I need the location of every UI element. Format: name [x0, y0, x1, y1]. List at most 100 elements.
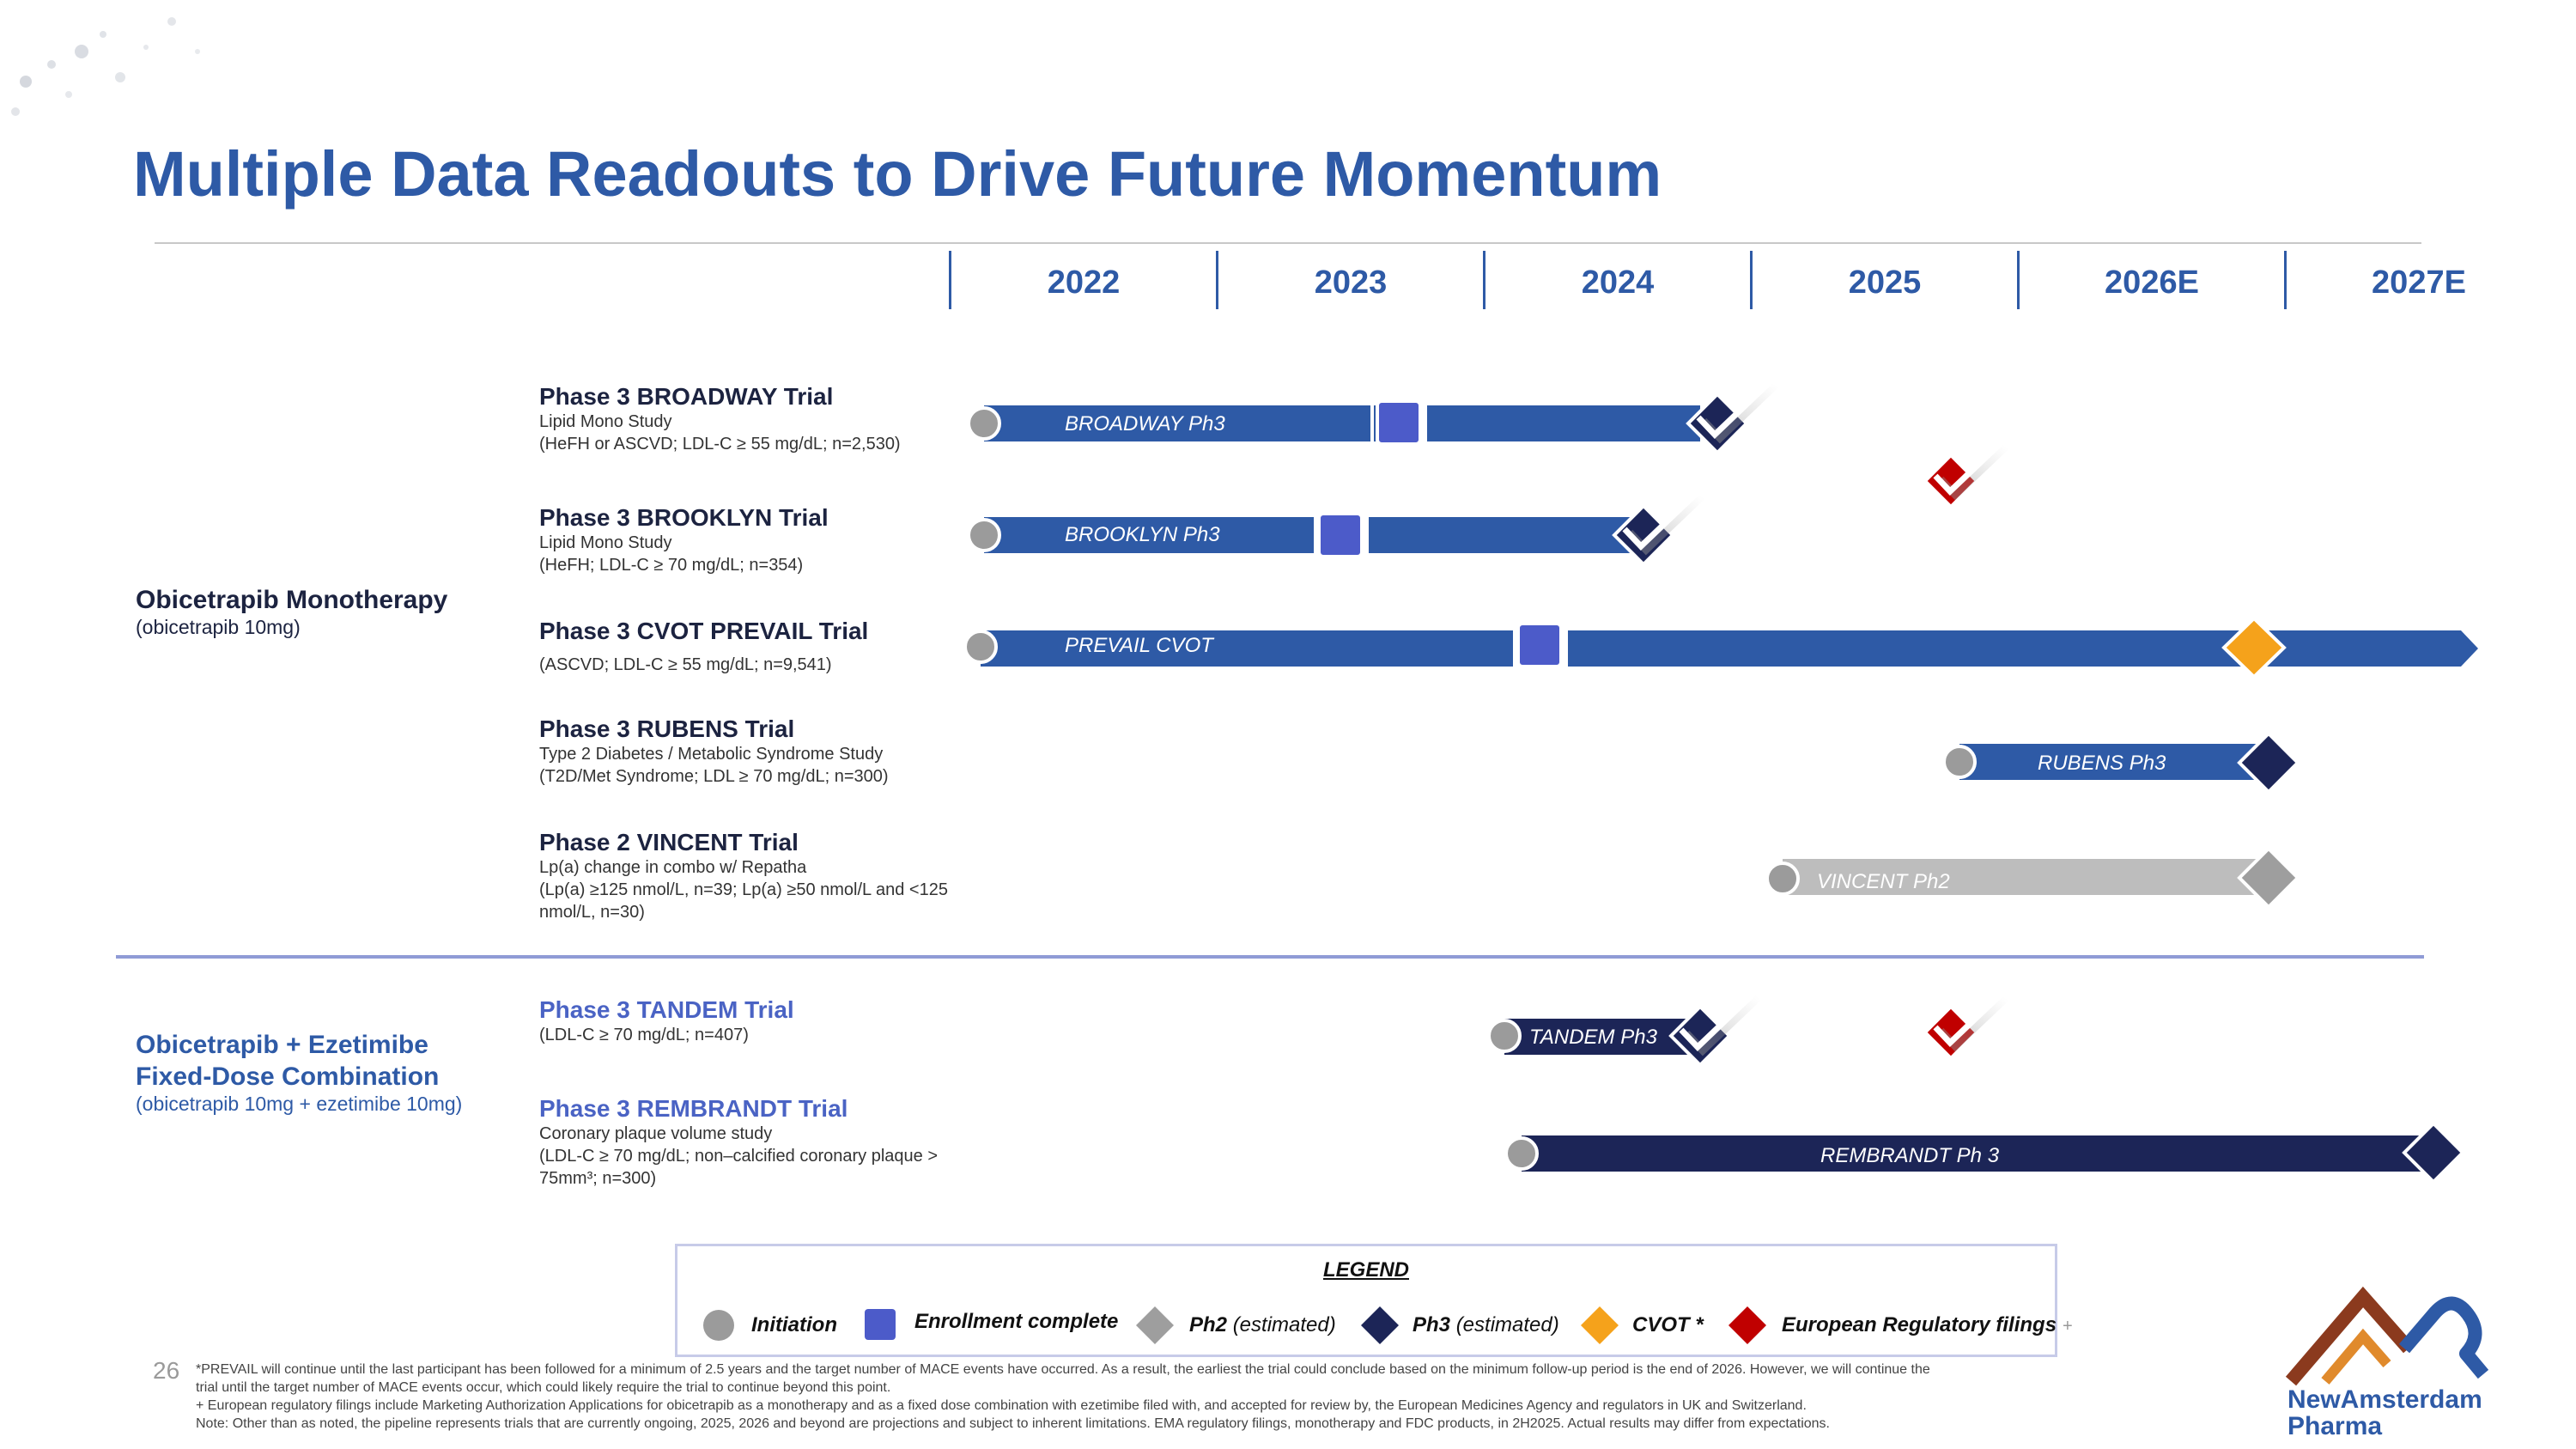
cvot-marker	[2221, 616, 2287, 679]
ph3-checked-marker	[1612, 490, 1705, 567]
legend-symbols	[703, 1306, 1766, 1344]
year-label: 2027E	[2372, 265, 2466, 301]
group-title-line2: Fixed-Dose Combination	[136, 1062, 440, 1091]
year-separator	[2284, 251, 2287, 309]
group-title-line1: Obicetrapib + Ezetimibe	[136, 1031, 428, 1059]
year-separator	[1750, 251, 1753, 309]
group-monotherapy: Obicetrapib Monotherapy (obicetrapib 10m…	[136, 584, 447, 639]
year-label: 2025	[1848, 265, 1922, 301]
initiation-marker	[1942, 745, 1977, 779]
bar-prevail	[981, 630, 1513, 667]
trial-rubens: Phase 3 RUBENS Trial Type 2 Diabetes / M…	[539, 715, 1243, 788]
legend-cvot-icon	[1581, 1306, 1619, 1344]
trial-desc: (LDL-C ≥ 70 mg/dL; n=407)	[539, 1026, 749, 1044]
bar-label-prevail: PREVAIL CVOT	[1065, 634, 1213, 657]
bar-tandem	[1504, 1019, 1695, 1055]
trial-desc: Lp(a) change in combo w/ Repatha	[539, 858, 807, 877]
bar-brooklyn-segment	[1369, 517, 1630, 553]
trial-broadway: Phase 3 BROADWAY Trial Lipid Mono Study …	[539, 383, 1243, 455]
legend-plus: +	[2062, 1317, 2073, 1336]
legend-ph2-icon	[1136, 1306, 1174, 1344]
initiation-marker	[963, 630, 998, 664]
logo-line1: NewAmsterdam	[2287, 1385, 2482, 1414]
year-separator	[2017, 251, 2020, 309]
group-title: Obicetrapib Monotherapy	[136, 586, 448, 614]
year-label: 2026E	[2105, 265, 2199, 301]
footnote-line: *PREVAIL will continue until the last pa…	[196, 1362, 1930, 1377]
enrollment-marker	[1376, 399, 1422, 446]
trial-desc: Lipid Mono Study	[539, 412, 672, 431]
trial-desc: (LDL-C ≥ 70 mg/dL; non–calcified coronar…	[539, 1147, 939, 1188]
footnote-line: Note: Other than as noted, the pipeline …	[196, 1416, 1830, 1431]
ph3-checked-marker	[1668, 991, 1762, 1068]
year-separator	[949, 251, 951, 309]
trial-rembrandt: Phase 3 REMBRANDT Trial Coronary plaque …	[539, 1095, 1243, 1190]
ph3-checked-marker	[1686, 379, 1779, 455]
trial-desc: (Lp(a) ≥125 nmol/L, n=39; Lp(a) ≥50 nmol…	[539, 880, 948, 922]
bar-rembrandt	[1522, 1135, 2433, 1172]
legend-eu-label: European Regulatory filings +	[1782, 1313, 2072, 1338]
eu-filing-marker	[1923, 992, 2009, 1061]
legend-ph3-label: Ph3 (estimated)	[1413, 1313, 1559, 1337]
group-subtitle: (obicetrapib 10mg)	[136, 616, 301, 638]
year-label: 2023	[1314, 265, 1388, 301]
trial-name: Phase 3 BROOKLYN Trial	[539, 504, 829, 531]
year-separator	[1216, 251, 1218, 309]
trial-name: Phase 3 TANDEM Trial	[539, 996, 794, 1023]
legend-ph3-text: Ph3	[1413, 1313, 1451, 1336]
legend-enrollment-label: Enrollment complete	[914, 1310, 1119, 1333]
decorative-dots	[11, 17, 200, 116]
trial-prevail: Phase 3 CVOT PREVAIL Trial (ASCVD; LDL-C…	[539, 618, 1243, 676]
trial-desc: (HeFH or ASCVD; LDL-C ≥ 55 mg/dL; n=2,53…	[539, 435, 901, 454]
year-label: 2022	[1047, 265, 1121, 301]
initiation-marker	[1487, 1019, 1522, 1053]
bar-prevail-segment	[1568, 630, 2458, 667]
year-separator	[1483, 251, 1485, 309]
trial-vincent: Phase 2 VINCENT Trial Lp(a) change in co…	[539, 829, 1243, 923]
trial-desc: Lipid Mono Study	[539, 533, 672, 552]
initiation-marker	[1765, 861, 1800, 896]
legend-eu-icon	[1728, 1306, 1766, 1344]
initiation-marker	[1504, 1136, 1539, 1171]
trial-brooklyn: Phase 3 BROOKLYN Trial Lipid Mono Study …	[539, 504, 1243, 576]
trial-desc: (T2D/Met Syndrome; LDL ≥ 70 mg/dL; n=300…	[539, 767, 889, 786]
legend-initiation-label: Initiation	[751, 1313, 837, 1336]
title-divider	[155, 242, 2421, 244]
company-logo-text: NewAmsterdam Pharma	[2287, 1386, 2482, 1440]
company-logo-mark	[2285, 1286, 2489, 1386]
legend-ph2-text: Ph2	[1189, 1313, 1228, 1336]
initiation-marker	[967, 518, 1001, 552]
page-title: Multiple Data Readouts to Drive Future M…	[133, 138, 1662, 210]
bar-broadway	[984, 405, 1370, 441]
bar-label-rembrandt: REMBRANDT Ph 3	[1820, 1144, 2000, 1167]
bar-label-brooklyn: BROOKLYN Ph3	[1065, 523, 1220, 546]
footnote-line: trial until the target number of MACE ev…	[196, 1380, 891, 1395]
trial-desc: (ASCVD; LDL-C ≥ 55 mg/dL; n=9,541)	[539, 655, 832, 674]
initiation-marker	[967, 406, 1001, 441]
legend-initiation-icon	[703, 1310, 734, 1341]
bar-broadway-segment	[1427, 405, 1700, 441]
year-label: 2024	[1581, 265, 1655, 301]
trial-tandem: Phase 3 TANDEM Trial (LDL-C ≥ 70 mg/dL; …	[539, 996, 1243, 1046]
bar-label-tandem: TANDEM Ph3	[1529, 1026, 1657, 1049]
bar-label-vincent: VINCENT Ph2	[1817, 870, 1950, 893]
group-divider	[116, 955, 2424, 959]
bar-label-rubens: RUBENS Ph3	[2038, 752, 2166, 775]
legend-title: LEGEND	[1322, 1258, 1409, 1282]
trial-desc: (HeFH; LDL-C ≥ 70 mg/dL; n=354)	[539, 556, 804, 575]
enrollment-marker	[1317, 512, 1364, 558]
trial-desc: Type 2 Diabetes / Metabolic Syndrome Stu…	[539, 745, 884, 764]
footnote-line: + European regulatory filings include Ma…	[196, 1398, 1807, 1413]
bar-label-broadway: BROADWAY Ph3	[1065, 412, 1225, 435]
legend: LEGEND Initiation Enrollment complete Ph…	[675, 1244, 2072, 1357]
legend-ph3-icon	[1361, 1306, 1399, 1344]
bar-brooklyn	[984, 517, 1314, 553]
legend-eu-text: European Regulatory filings	[1782, 1313, 2057, 1336]
ph2-marker	[2237, 846, 2300, 910]
legend-cvot-label: CVOT *	[1632, 1313, 1704, 1336]
legend-enrollment-icon	[865, 1309, 896, 1340]
trial-desc: Coronary plaque volume study	[539, 1124, 773, 1143]
ph3-marker	[2237, 731, 2300, 795]
trial-name: Phase 3 RUBENS Trial	[539, 715, 795, 742]
